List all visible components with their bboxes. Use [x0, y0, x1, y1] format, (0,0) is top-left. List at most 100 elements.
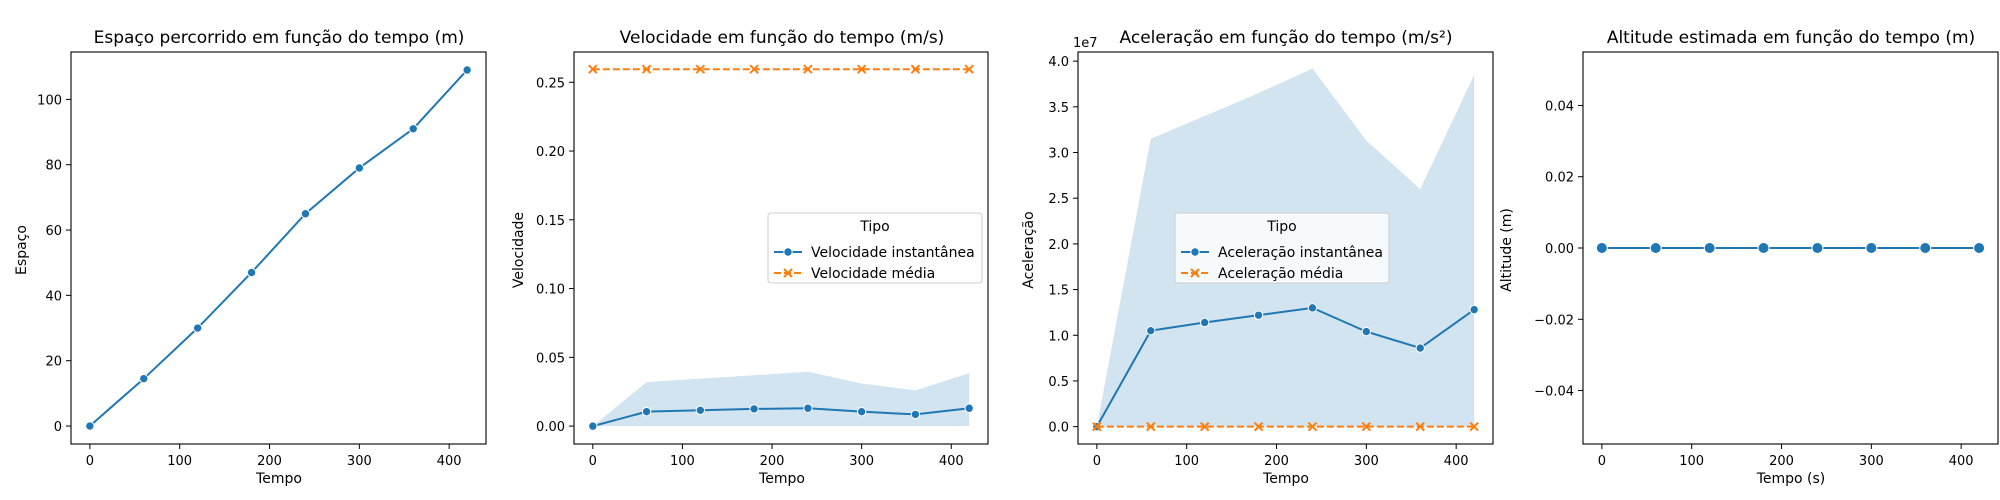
data-point: [910, 64, 921, 74]
data-point: [1595, 242, 1608, 254]
y-axis-label: Velocidade: [511, 212, 527, 288]
data-point: [1092, 421, 1102, 432]
data-point: [910, 409, 921, 420]
x-tick-label: 0: [1598, 454, 1606, 469]
legend-marker: [783, 247, 793, 257]
y-tick-label: 0.15: [536, 214, 565, 229]
legend-box: [767, 212, 983, 284]
legend-title: Tipo: [1266, 219, 1296, 235]
data-point: [85, 421, 95, 431]
x-axis-label: Tempo: [255, 471, 302, 487]
x-tick-label: 300: [849, 454, 874, 469]
y-tick-label: −0.04: [1534, 385, 1574, 400]
data-point: [1811, 242, 1824, 254]
series-line: [592, 407, 970, 428]
y-tick-label: 80: [45, 159, 62, 174]
y-axis-label: Aceleração: [1021, 211, 1037, 288]
chart-title: Aceleração em função do tempo (m/s²): [1120, 28, 1453, 48]
x-tick-label: 200: [1769, 454, 1794, 469]
y-tick-label: 100: [37, 93, 62, 108]
data-point: [641, 64, 652, 74]
x-tick-label: 300: [1859, 454, 1884, 469]
panel-distance: Espaço percorrido em função do tempo (m)…: [14, 28, 487, 487]
y-tick-label: 1.0: [1048, 329, 1069, 344]
y-tick-label: 2.5: [1048, 192, 1069, 207]
y-tick-label: 60: [45, 224, 62, 239]
data-point: [1199, 421, 1210, 432]
x-tick-label: 200: [760, 454, 785, 469]
y-tick-label: 0.20: [536, 145, 565, 160]
data-point: [749, 64, 759, 74]
plot-frame: [70, 51, 487, 445]
x-tick-label: 200: [257, 454, 282, 469]
x-tick-label: 400: [939, 454, 964, 469]
y-tick-label: 4.0: [1048, 55, 1069, 70]
data-point: [1307, 421, 1318, 432]
data-point: [1146, 421, 1156, 432]
data-point: [1469, 421, 1479, 432]
y-tick-label: 0: [54, 420, 62, 435]
x-tick-label: 400: [1949, 454, 1974, 469]
x-tick-label: 100: [670, 454, 695, 469]
data-point: [1253, 421, 1264, 432]
data-point: [300, 209, 311, 219]
data-point: [1703, 242, 1716, 254]
data-point: [1469, 304, 1479, 315]
panel-altitude: Altitude estimada em função do tempo (m)…: [1499, 28, 1999, 487]
data-point: [1415, 421, 1425, 432]
data-point: [1361, 326, 1372, 337]
data-point: [462, 65, 472, 75]
series-line: [89, 69, 468, 427]
x-tick-label: 300: [1354, 454, 1379, 469]
x-tick-label: 400: [437, 454, 462, 469]
data-point: [1307, 303, 1318, 313]
x-tick-label: 100: [1174, 454, 1199, 469]
x-tick-label: 100: [167, 454, 192, 469]
data-point: [408, 124, 418, 134]
y-tick-label: 0.25: [536, 76, 565, 91]
panel-acceleration: Aceleração em função do tempo (m/s²) Tem…: [1021, 28, 1494, 487]
x-tick-label: 300: [347, 454, 372, 469]
plot-frame: [1077, 51, 1494, 445]
data-point: [1649, 242, 1662, 254]
y-axis-scale-label: 1e7: [1073, 36, 1098, 51]
data-point: [856, 406, 867, 417]
data-point: [246, 267, 257, 278]
x-tick-label: 100: [1679, 454, 1704, 469]
data-point: [1919, 242, 1932, 254]
legend-marker: [1190, 247, 1200, 257]
data-point: [588, 64, 598, 74]
data-point: [354, 163, 365, 173]
data-point: [1865, 242, 1878, 254]
data-point: [749, 404, 759, 414]
y-tick-label: 0.04: [1545, 99, 1574, 114]
data-point: [803, 64, 813, 74]
legend-title: Tipo: [859, 219, 889, 235]
y-tick-label: 1.5: [1048, 284, 1069, 299]
data-point: [803, 403, 813, 413]
data-point: [964, 403, 974, 413]
y-tick-label: 3.0: [1048, 147, 1069, 162]
data-point: [695, 64, 706, 74]
chart-title: Espaço percorrido em função do tempo (m): [94, 28, 465, 48]
data-point: [695, 405, 706, 416]
data-point: [1199, 317, 1210, 328]
data-point: [641, 406, 652, 417]
x-tick-label: 200: [1264, 454, 1289, 469]
legend: Tipo Aceleração instantânea Aceleração méd…: [1174, 212, 1390, 284]
y-tick-label: 2.0: [1048, 238, 1069, 253]
x-axis-label: Tempo: [1262, 471, 1309, 487]
x-tick-label: 0: [1093, 454, 1101, 469]
y-tick-label: 0.02: [1545, 171, 1574, 186]
series-line: [1095, 306, 1475, 428]
y-tick-label: 20: [45, 355, 62, 370]
y-tick-label: 0.0: [1048, 421, 1069, 436]
plot-frame: [573, 51, 989, 445]
legend-label: Aceleração média: [1218, 266, 1343, 282]
legend-marker: [783, 268, 793, 278]
y-tick-label: 0.5: [1048, 375, 1069, 390]
data-point: [588, 421, 598, 431]
legend-label: Velocidade média: [811, 266, 935, 282]
y-tick-label: 40: [45, 289, 62, 304]
data-point: [1146, 325, 1156, 336]
